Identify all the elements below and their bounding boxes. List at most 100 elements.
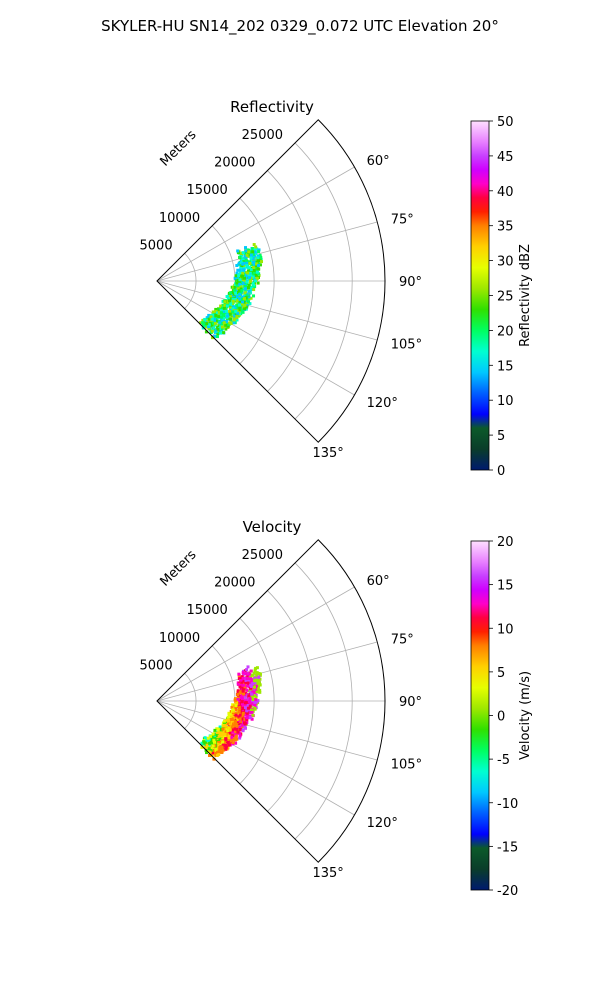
echo-speck (234, 309, 238, 313)
echo-speck (249, 710, 253, 714)
echo-speck (253, 279, 257, 283)
echo-speck (211, 310, 215, 314)
echo-speck (217, 319, 221, 323)
echo-speck (238, 299, 242, 303)
echo-speck (219, 730, 223, 734)
echo-speck (241, 300, 245, 304)
echo-speck (248, 715, 252, 719)
echo-speck (241, 297, 245, 301)
echo-speck (245, 254, 249, 258)
echo-speck (229, 300, 233, 304)
echo-speck (220, 745, 224, 749)
echo-speck (248, 696, 252, 700)
echo-speck (210, 336, 214, 340)
echo-speck (219, 731, 223, 735)
echo-speck (211, 748, 215, 752)
colorbar-tick-label: 50 (497, 115, 514, 130)
velocity-sector-frame (156, 539, 386, 863)
echo-speck (240, 717, 244, 721)
azimuth-spoke (156, 641, 378, 702)
echo-speck (206, 736, 210, 740)
echo-speck (220, 327, 224, 331)
echo-speck (219, 325, 223, 329)
echo-speck (240, 274, 244, 278)
echo-speck (258, 690, 262, 694)
radial-tick-label: 15000 (186, 603, 227, 618)
echo-speck (223, 325, 227, 329)
echo-speck (252, 271, 256, 275)
echo-speck (241, 271, 245, 275)
echo-speck (247, 295, 251, 299)
reflectivity-echoes (199, 243, 264, 340)
echo-speck (222, 740, 226, 744)
echo-speck (258, 683, 262, 687)
echo-speck (221, 743, 225, 747)
echo-speck (233, 720, 237, 724)
echo-speck (243, 725, 247, 729)
echo-speck (255, 666, 259, 670)
echo-speck (245, 301, 249, 305)
echo-speck (236, 682, 240, 686)
echo-speck (247, 248, 251, 252)
reflectivity-radial-label: Meters (158, 127, 200, 169)
echo-speck (231, 730, 235, 734)
echo-speck (233, 285, 237, 289)
echo-speck (227, 743, 231, 747)
echo-speck (228, 306, 232, 310)
echo-speck (243, 303, 247, 307)
colorbar-tick-label: 5 (497, 666, 505, 681)
echo-speck (232, 321, 236, 325)
echo-speck (218, 725, 222, 729)
echo-speck (205, 322, 209, 326)
echo-speck (223, 727, 227, 731)
echo-speck (245, 668, 249, 672)
echo-speck (248, 275, 252, 279)
echo-speck (240, 289, 244, 293)
echo-speck (242, 680, 246, 684)
echo-speck (203, 323, 207, 327)
echo-speck (238, 268, 242, 272)
echo-speck (221, 303, 225, 307)
echo-speck (237, 282, 241, 286)
echo-speck (222, 306, 226, 310)
echo-speck (217, 734, 221, 738)
echo-speck (254, 666, 258, 670)
echo-speck (244, 692, 248, 696)
echo-speck (240, 280, 244, 284)
echo-speck (207, 323, 211, 327)
echo-speck (210, 317, 214, 321)
echo-speck (250, 701, 254, 705)
echo-speck (259, 255, 263, 259)
echo-speck (236, 311, 240, 315)
echo-speck (210, 738, 214, 742)
echo-speck (249, 268, 253, 272)
echo-speck (213, 321, 217, 325)
echo-speck (244, 679, 248, 683)
radial-tick-label: 5000 (140, 658, 173, 673)
echo-speck (218, 749, 222, 753)
echo-speck (231, 709, 235, 713)
echo-speck (245, 716, 249, 720)
echo-speck (209, 741, 213, 745)
echo-speck (216, 319, 220, 323)
echo-speck (255, 682, 259, 686)
azimuth-spoke (156, 166, 355, 282)
echo-speck (234, 703, 238, 707)
echo-speck (238, 736, 242, 740)
echo-speck (251, 261, 255, 265)
echo-speck (245, 294, 249, 298)
echo-speck (238, 727, 242, 731)
echo-speck (211, 313, 215, 317)
echo-speck (233, 698, 237, 702)
radial-tick-label: 20000 (214, 156, 255, 171)
azimuth-tick-label: 135° (312, 866, 343, 881)
echo-speck (242, 295, 246, 299)
echo-speck (216, 733, 220, 737)
echo-speck (250, 263, 254, 267)
echo-speck (253, 248, 257, 252)
echo-speck (236, 717, 240, 721)
echo-speck (217, 307, 221, 311)
echo-speck (238, 722, 242, 726)
echo-speck (249, 274, 253, 278)
echo-speck (228, 291, 232, 295)
